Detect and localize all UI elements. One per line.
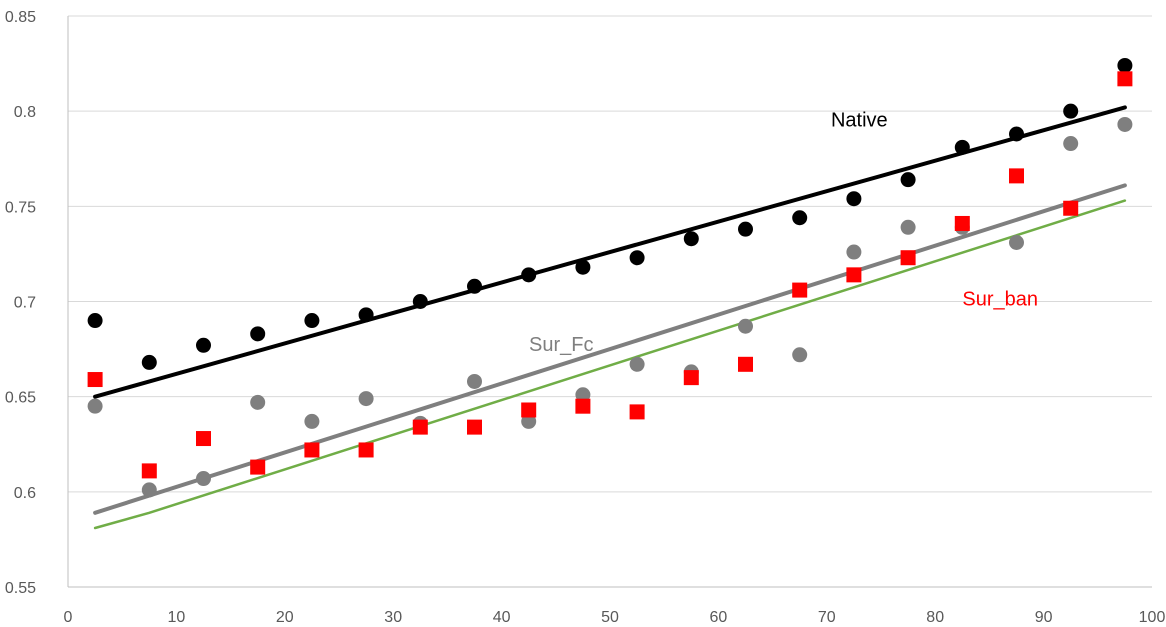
x-tick-labels: 0 10 20 30 40 50 60 70 80 90 100 — [64, 609, 1166, 626]
x-tick-label: 10 — [168, 609, 186, 626]
point-sur-fc — [575, 387, 591, 403]
point-sur-fc — [358, 391, 374, 407]
point-sur-fc — [900, 219, 916, 235]
point-native — [1117, 57, 1133, 73]
point-native — [792, 210, 808, 226]
point-sur-ban — [1063, 200, 1079, 216]
trendline-0 — [93, 105, 1127, 399]
point-sur-fc — [87, 398, 103, 414]
point-sur-ban — [629, 404, 645, 420]
point-native — [250, 326, 266, 342]
point-native — [467, 278, 482, 294]
x-tick-label: 50 — [601, 609, 619, 626]
point-sur-ban — [900, 250, 916, 266]
point-sur-fc — [846, 244, 862, 260]
x-tick-label: 90 — [1035, 609, 1053, 626]
y-tick-label: 0.75 — [5, 199, 36, 216]
point-sur-ban — [196, 431, 211, 447]
point-sur-ban — [250, 459, 266, 475]
trendlines — [93, 105, 1127, 530]
point-sur-ban — [846, 267, 862, 283]
x-tick-label: 60 — [710, 609, 728, 626]
point-native — [196, 337, 211, 353]
point-sur-fc — [141, 482, 157, 498]
point-native — [412, 294, 428, 309]
trendline-2 — [93, 199, 1127, 530]
point-native — [87, 313, 103, 329]
point-sur-ban — [412, 419, 428, 435]
point-sur-fc — [1117, 116, 1133, 132]
y-tick-label: 0.8 — [14, 104, 36, 121]
point-sur-ban — [141, 463, 157, 479]
annotation-sur-ban: Sur_ban — [962, 288, 1038, 310]
y-tick-label: 0.7 — [14, 295, 36, 312]
point-native — [846, 191, 862, 207]
y-tick-label: 0.55 — [5, 580, 36, 597]
gridlines — [68, 15, 1152, 493]
point-sur-fc — [250, 394, 266, 410]
point-sur-fc — [1009, 234, 1024, 250]
x-tick-label: 40 — [493, 609, 511, 626]
point-sur-ban — [954, 215, 970, 231]
point-native — [575, 259, 591, 275]
series-points — [87, 57, 1133, 498]
x-tick-label: 30 — [384, 609, 402, 626]
point-native — [521, 267, 537, 283]
point-sur-ban — [738, 356, 753, 372]
point-sur-fc — [629, 356, 645, 372]
point-native — [304, 313, 320, 329]
point-sur-ban — [521, 402, 537, 418]
point-sur-fc — [792, 347, 808, 363]
point-sur-fc — [304, 413, 320, 429]
annotation-sur-fc: Sur_Fc — [529, 334, 593, 356]
x-tick-label: 20 — [276, 609, 294, 626]
point-sur-ban — [792, 282, 808, 298]
trendline-1 — [93, 183, 1127, 515]
point-sur-ban — [683, 370, 699, 386]
point-native — [954, 139, 970, 155]
point-native — [683, 231, 699, 247]
point-native — [900, 172, 916, 188]
point-native — [1009, 126, 1024, 142]
point-sur-fc — [521, 413, 537, 429]
point-sur-ban — [358, 442, 374, 458]
point-sur-fc — [196, 471, 211, 487]
point-native — [358, 307, 374, 323]
point-native — [738, 221, 753, 237]
x-tick-label: 70 — [818, 609, 836, 626]
point-sur-ban — [1009, 168, 1024, 184]
point-sur-ban — [1117, 71, 1133, 87]
point-native — [629, 250, 645, 266]
point-sur-fc — [1063, 136, 1079, 152]
y-tick-label: 0.85 — [5, 9, 36, 26]
point-native — [1063, 103, 1079, 119]
point-sur-ban — [467, 419, 482, 435]
series-annotations: Native Sur_Fc Sur_ban — [529, 109, 1038, 356]
x-tick-label: 0 — [64, 609, 73, 626]
y-tick-labels: 0.55 0.6 0.65 0.7 0.75 0.8 0.85 — [5, 9, 36, 597]
x-tick-label: 80 — [926, 609, 944, 626]
axes — [67, 16, 1152, 588]
point-sur-fc — [738, 318, 753, 334]
point-sur-ban — [575, 398, 591, 414]
y-tick-label: 0.65 — [5, 390, 36, 407]
x-tick-label: 100 — [1139, 609, 1166, 626]
point-native — [141, 354, 157, 370]
point-sur-fc — [467, 373, 482, 389]
point-sur-ban — [87, 372, 103, 388]
point-sur-ban — [304, 442, 320, 458]
y-tick-label: 0.6 — [14, 485, 36, 502]
annotation-native: Native — [831, 109, 888, 131]
